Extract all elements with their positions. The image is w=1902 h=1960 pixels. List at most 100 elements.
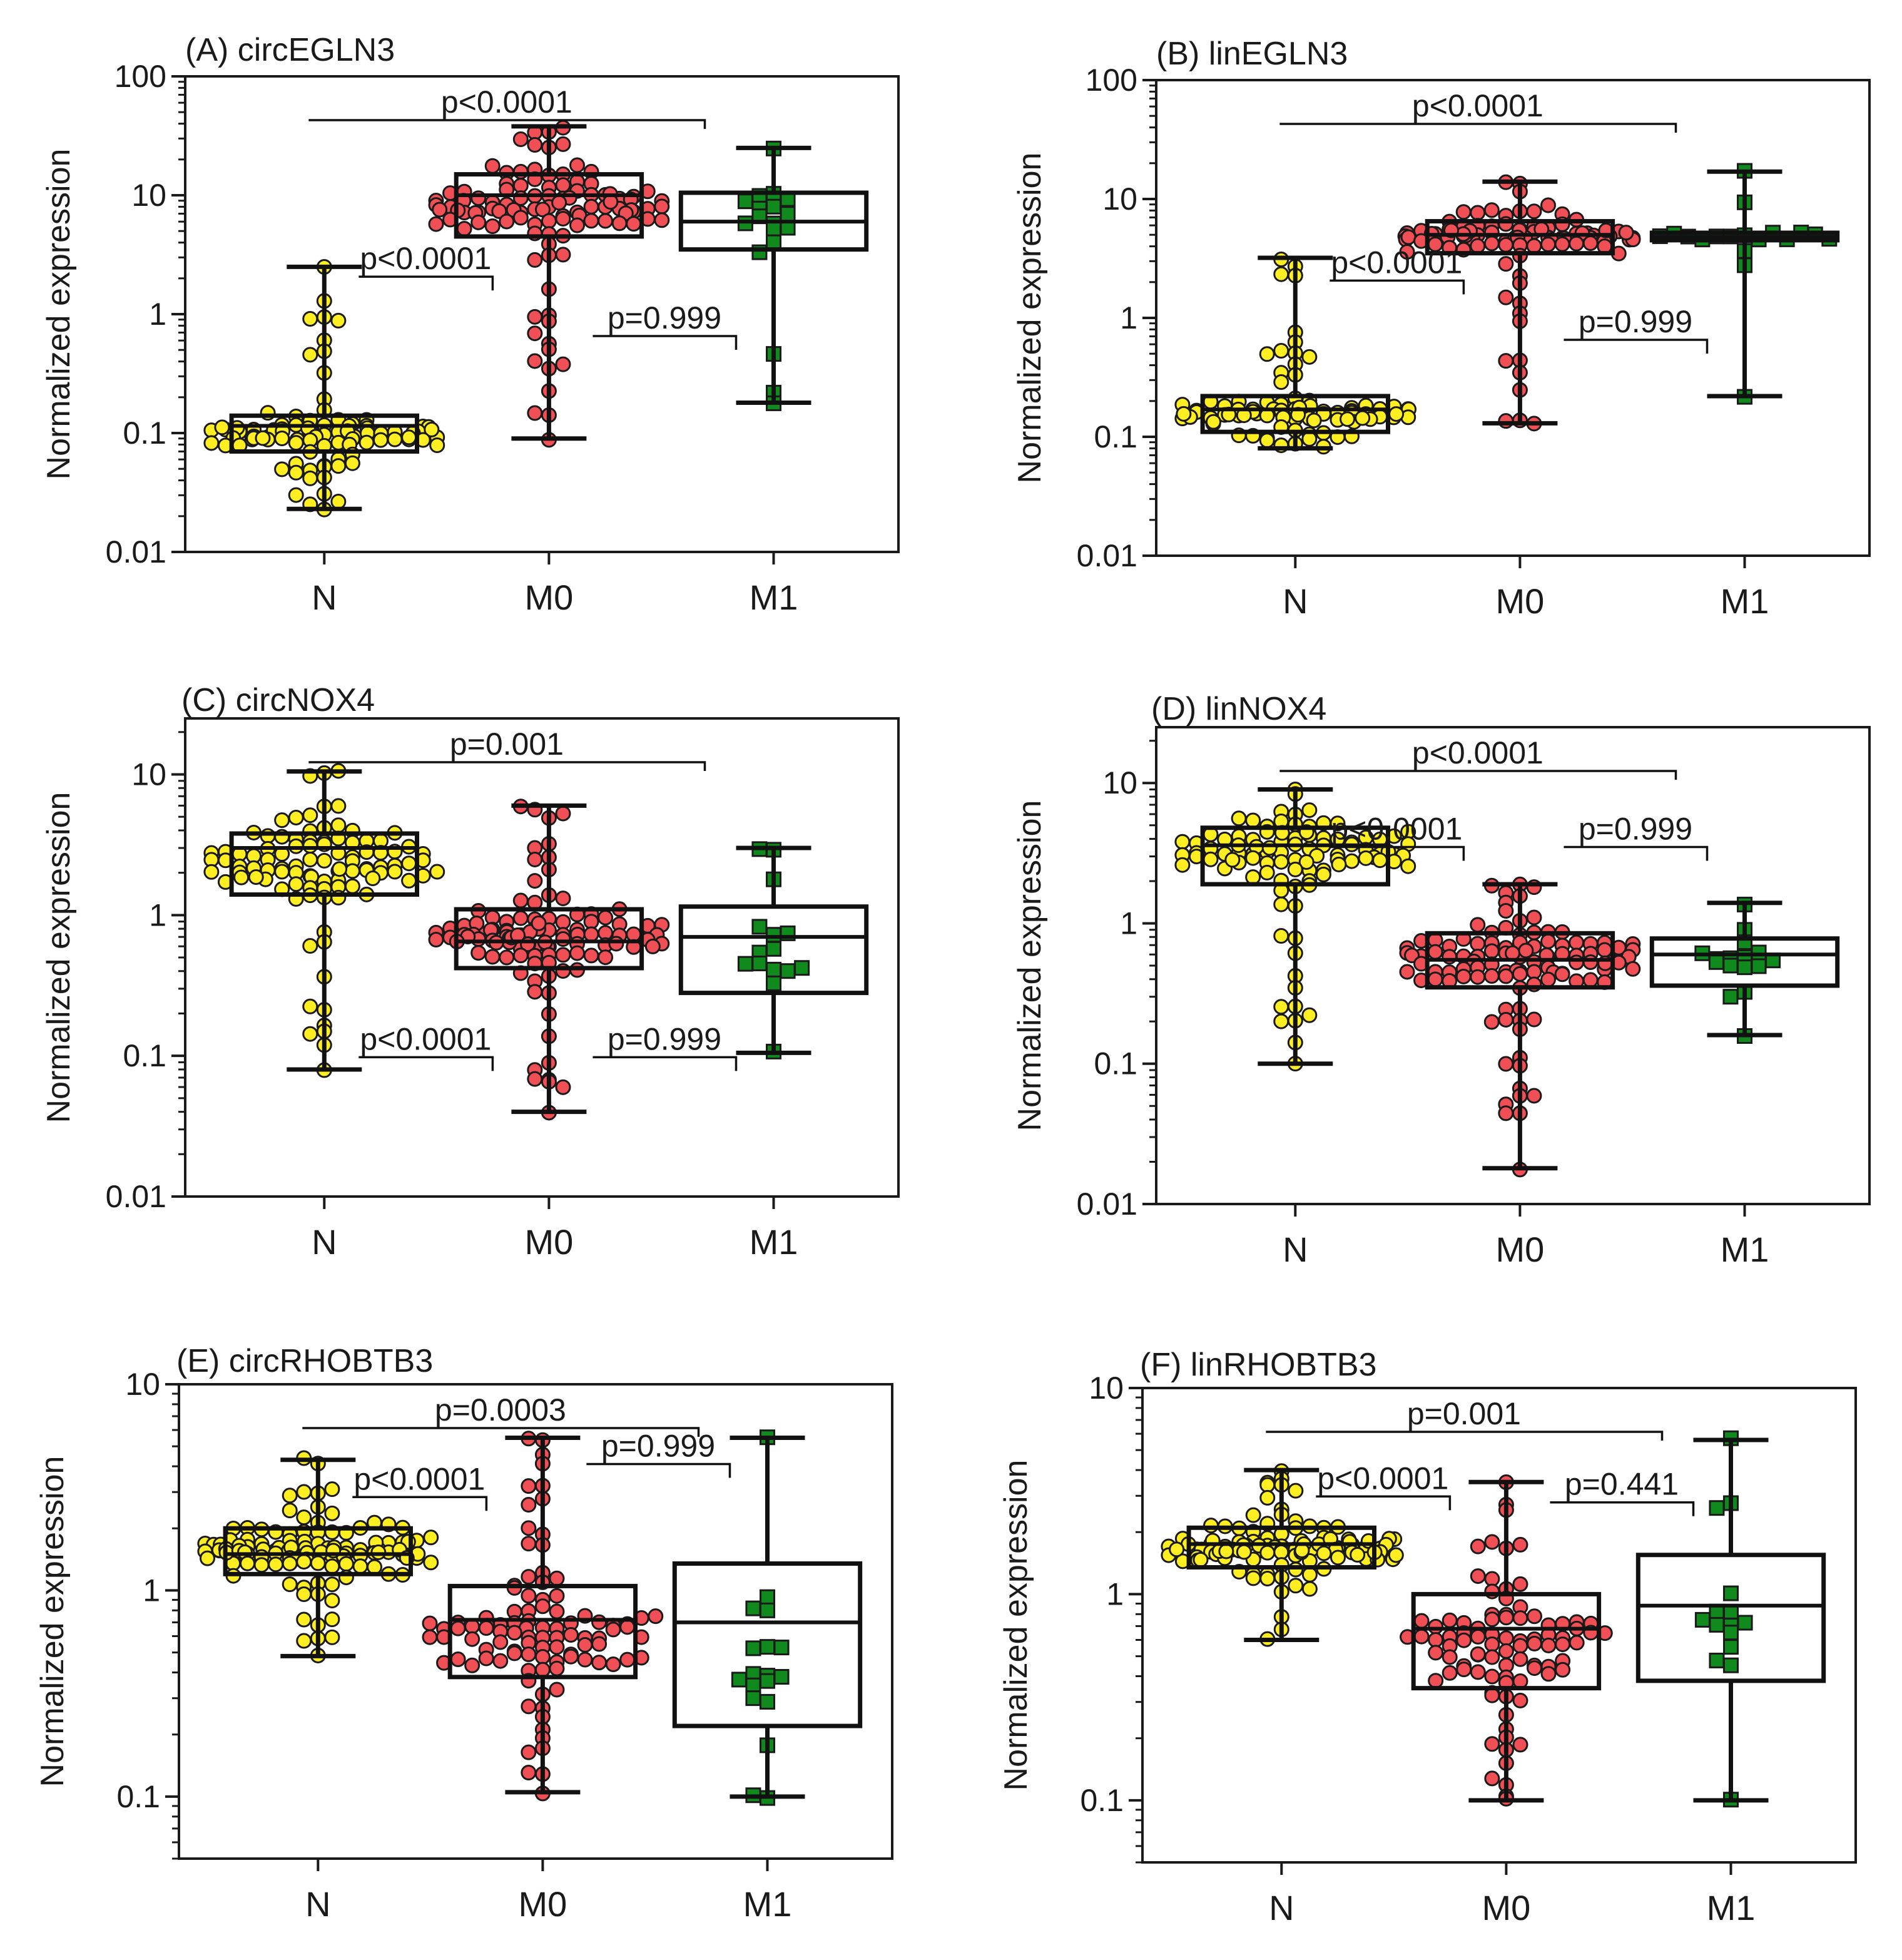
- data-point: [1455, 968, 1472, 984]
- data-point: [428, 216, 444, 232]
- data-point: [324, 1611, 340, 1628]
- data-point: [760, 1639, 775, 1655]
- data-point: [760, 1589, 775, 1605]
- data-point: [1456, 1632, 1472, 1648]
- data-point: [1259, 1477, 1276, 1493]
- bracket-line: [1564, 845, 1709, 861]
- data-point: [1273, 1013, 1289, 1029]
- iqr-box: [1411, 1591, 1602, 1691]
- y-tick-label: 0.1: [123, 416, 166, 451]
- data-point: [1483, 968, 1500, 984]
- bracket-line: [1330, 845, 1465, 861]
- bracket-line: [592, 1056, 738, 1071]
- data-point: [282, 1488, 298, 1504]
- x-tick-label: N: [1283, 1230, 1308, 1269]
- data-point: [1518, 942, 1534, 959]
- data-point: [484, 218, 501, 234]
- data-point: [214, 419, 230, 436]
- data-point: [344, 878, 360, 894]
- iqr-box: [1200, 825, 1390, 887]
- data-point: [766, 234, 781, 250]
- y-tick-label: 0.01: [106, 1179, 166, 1214]
- p-value-label: p<0.0001: [441, 84, 572, 120]
- bracket-line: [592, 335, 738, 350]
- data-point: [1176, 406, 1192, 422]
- plot-frame: [1155, 79, 1871, 557]
- data-point: [1427, 971, 1443, 988]
- data-point: [491, 203, 507, 219]
- data-point: [1259, 346, 1275, 362]
- data-point: [1484, 1770, 1500, 1787]
- data-point: [555, 891, 571, 907]
- y-tick-label: 0.1: [1080, 1783, 1124, 1818]
- comparison-n-m1: p=0.001: [1266, 1396, 1664, 1441]
- data-point: [470, 214, 487, 230]
- data-point: [429, 437, 445, 454]
- data-point: [248, 869, 264, 886]
- p-value-label: p=0.001: [450, 727, 564, 762]
- data-point: [1344, 853, 1360, 869]
- comparison-n-m0: p<0.0001: [1316, 1461, 1452, 1511]
- data-point: [1470, 936, 1486, 952]
- data-point: [332, 861, 348, 877]
- comparison-n-m0: p<0.0001: [352, 1461, 488, 1511]
- data-point: [1301, 1581, 1318, 1597]
- data-point: [521, 1764, 537, 1780]
- data-point: [1751, 958, 1767, 974]
- group-n: [1174, 252, 1417, 455]
- x-tick-label: M1: [750, 1222, 798, 1262]
- data-point: [1470, 238, 1486, 254]
- data-point: [296, 1484, 312, 1500]
- data-point: [1708, 954, 1724, 970]
- data-point: [563, 1626, 579, 1643]
- data-point: [766, 961, 781, 977]
- p-value-label: p<0.0001: [360, 1021, 491, 1056]
- data-point: [330, 494, 347, 510]
- data-point: [1512, 1576, 1528, 1592]
- data-point: [1315, 866, 1331, 882]
- data-point: [577, 1651, 593, 1668]
- data-point: [330, 798, 347, 814]
- data-point: [1203, 1518, 1219, 1534]
- data-point: [551, 195, 567, 211]
- data-point: [330, 817, 347, 834]
- data-point: [549, 1570, 565, 1586]
- comparison-m0-m1: p=0.441: [1550, 1467, 1695, 1516]
- data-point: [1498, 1011, 1514, 1028]
- data-point: [1722, 989, 1739, 1005]
- data-point: [555, 356, 571, 372]
- data-point: [521, 1497, 537, 1513]
- data-point: [1174, 834, 1191, 850]
- data-point: [432, 202, 448, 218]
- data-point: [598, 949, 614, 966]
- bracket-line: [352, 1496, 488, 1511]
- bracket-line: [1564, 339, 1709, 354]
- data-point: [200, 1550, 216, 1566]
- panel-title: (A) circEGLN3: [185, 32, 395, 68]
- data-point: [450, 1651, 466, 1668]
- data-point: [1306, 412, 1322, 429]
- x-tick-label: M0: [1482, 1888, 1531, 1927]
- data-point: [1428, 1618, 1444, 1635]
- x-tick-label: M0: [1496, 1230, 1545, 1269]
- data-point: [255, 430, 271, 446]
- iqr-box: [1200, 394, 1390, 434]
- data-point: [499, 213, 515, 230]
- data-point: [1470, 1568, 1486, 1585]
- comparison-m0-m1: p=0.999: [592, 300, 738, 350]
- data-point: [527, 984, 543, 1000]
- data-point: [644, 938, 661, 954]
- data-point: [605, 1656, 621, 1673]
- data-point: [484, 949, 501, 965]
- data-point: [619, 1619, 636, 1635]
- data-point: [731, 1672, 747, 1688]
- iqr-box: [454, 907, 644, 971]
- data-point: [302, 807, 318, 824]
- bracket-line: [302, 1427, 700, 1437]
- data-point: [555, 931, 571, 947]
- data-point: [512, 131, 529, 148]
- data-point: [302, 470, 318, 486]
- data-point: [569, 945, 585, 961]
- data-point: [1555, 1636, 1571, 1653]
- data-point: [751, 956, 768, 972]
